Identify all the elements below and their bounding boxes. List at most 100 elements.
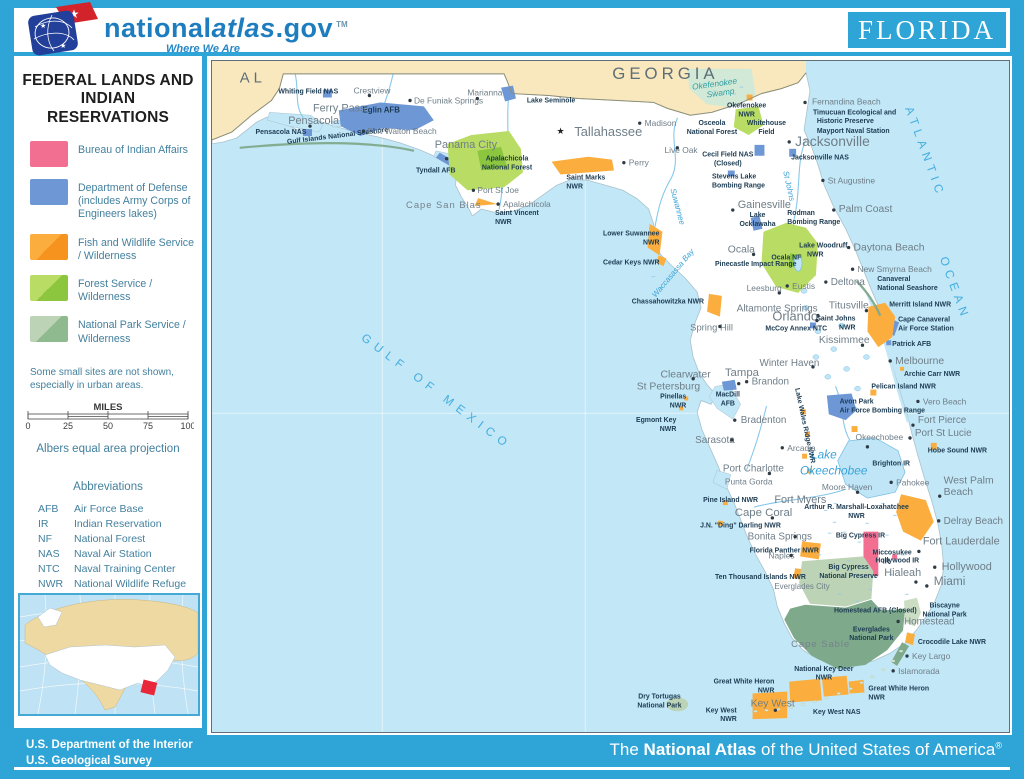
city-dot <box>638 121 642 125</box>
city-dot <box>933 565 937 569</box>
marsh-dash <box>861 568 865 570</box>
capital-star-icon: ★ <box>557 126 565 136</box>
small-lake <box>838 322 845 329</box>
inset-florida-highlight <box>140 679 158 696</box>
city-label: Homestead <box>904 616 955 627</box>
city-dot <box>751 252 756 257</box>
city-label: Titusville <box>829 301 869 312</box>
federal-site-label: Avon Park <box>840 398 874 405</box>
city-label: Altamonte Springs <box>737 304 818 315</box>
key-island <box>801 703 806 706</box>
marsh-dash <box>703 82 707 84</box>
city-dot <box>675 146 680 150</box>
city-dot <box>865 445 870 449</box>
small-lake <box>863 354 870 360</box>
city-dot <box>361 129 366 133</box>
city-label: Sarasota <box>695 435 735 446</box>
city-dot <box>914 580 918 584</box>
everglades-np <box>784 599 906 669</box>
agency-line-2: U.S. Geological Survey <box>26 754 152 767</box>
federal-site-label: Pensacola NAS <box>256 129 307 136</box>
city-label: Vero Beach <box>923 396 967 406</box>
city-dot <box>770 516 775 520</box>
key-island <box>753 710 758 713</box>
legend-list: Bureau of Indian Affairs Department of De… <box>14 140 202 346</box>
lake-wales-ridge-1 <box>801 409 807 415</box>
florida-land <box>212 71 945 666</box>
federal-site-label: Tyndall AFB <box>416 168 456 175</box>
marsh-dash <box>832 521 837 523</box>
federal-site-label: Homestead AFB (Closed) <box>834 608 917 615</box>
registered-mark: ® <box>995 740 1002 751</box>
page-title: FLORIDA <box>857 14 996 45</box>
federal-site-label: National Seashore <box>877 285 938 292</box>
osceola-nf <box>733 106 764 136</box>
key-island <box>812 700 817 703</box>
federal-site-label: Osceola <box>699 120 726 127</box>
federal-site-label: Timucuan Ecological and <box>813 109 896 116</box>
federal-site-label: Pine Island NWR <box>703 497 758 504</box>
neighbor-states-land <box>212 61 807 140</box>
river <box>654 117 678 230</box>
gulf-islands-national-seashore <box>239 141 415 152</box>
federal-site-label: Jacksonville NAS <box>791 155 849 162</box>
header-bar: ★ ★ ★ nationalatlas.gov TM Where We Are F… <box>14 2 1010 56</box>
city-label: Hialeah <box>884 567 921 579</box>
federal-site-label: Apalachicola <box>486 156 529 163</box>
city-label: Naples <box>768 550 794 560</box>
small-lake <box>843 366 850 372</box>
marsh-dash <box>722 83 727 85</box>
federal-site-label: Brighton IR <box>872 461 910 468</box>
city-label: Beach <box>944 487 974 498</box>
marsh-dash <box>873 577 877 579</box>
federal-site-label: Biscayne <box>929 603 960 610</box>
merritt-island-nwr <box>867 302 896 348</box>
city-dot <box>691 377 695 381</box>
federal-site-label: NWR <box>643 240 660 247</box>
federal-site-label: NWR <box>848 513 865 520</box>
city-dot <box>860 343 865 347</box>
city-label: Ferry Pass <box>313 102 366 114</box>
city-dot <box>846 245 851 250</box>
city-dot <box>733 418 737 422</box>
archie-carr-nwr <box>900 366 905 371</box>
federal-site-label: Lake <box>750 212 766 219</box>
marsh-dash <box>823 509 828 511</box>
city-label: Bradenton <box>741 415 787 426</box>
small-lake <box>814 328 822 334</box>
federal-site-label: NWR <box>720 716 737 723</box>
biscayne-np <box>904 597 921 627</box>
city-label: Madison <box>645 118 677 128</box>
jacksonville-nas <box>789 148 797 157</box>
city-dot <box>850 267 855 271</box>
city-dot <box>718 324 722 329</box>
apalachicola-nf-dark <box>477 146 508 171</box>
marsh-dash <box>846 560 851 562</box>
marsh-dash <box>905 593 909 595</box>
city-label: New Smyrna Beach <box>858 264 933 274</box>
marsh-dash <box>901 554 905 556</box>
federal-site-label: Ocala NF <box>771 254 801 261</box>
city-label: Melbourne <box>895 356 944 367</box>
marsh-dash <box>868 588 872 590</box>
legend-swatch <box>30 178 68 205</box>
hobe-sound-nwr <box>930 442 937 450</box>
legend-label: Department of Defense (includes Army Corp… <box>78 179 194 222</box>
city-dot <box>889 480 893 485</box>
federal-site-label: Miccosukee <box>873 549 912 556</box>
cape-label: Cape Sable <box>791 639 850 649</box>
pine-island-nwr <box>722 500 728 506</box>
city-label: Clearwater <box>660 370 711 381</box>
river <box>294 73 304 118</box>
marsh-dash <box>865 522 869 524</box>
city-label: St Augustine <box>828 175 876 185</box>
marsh-dash <box>817 554 822 556</box>
federal-site-label: NWR <box>670 402 687 409</box>
scale-tick-label: 50 <box>103 421 113 431</box>
chassahowitzka-nwr <box>707 293 722 317</box>
scale-tick-label: 100 <box>180 421 194 431</box>
federal-site-label: Air Force Station <box>898 325 954 332</box>
federal-site-label: Patrick AFB <box>892 341 931 348</box>
site-wordmark[interactable]: nationalatlas.gov TM <box>104 13 348 43</box>
cape-label: Cape San Blas <box>406 200 482 210</box>
